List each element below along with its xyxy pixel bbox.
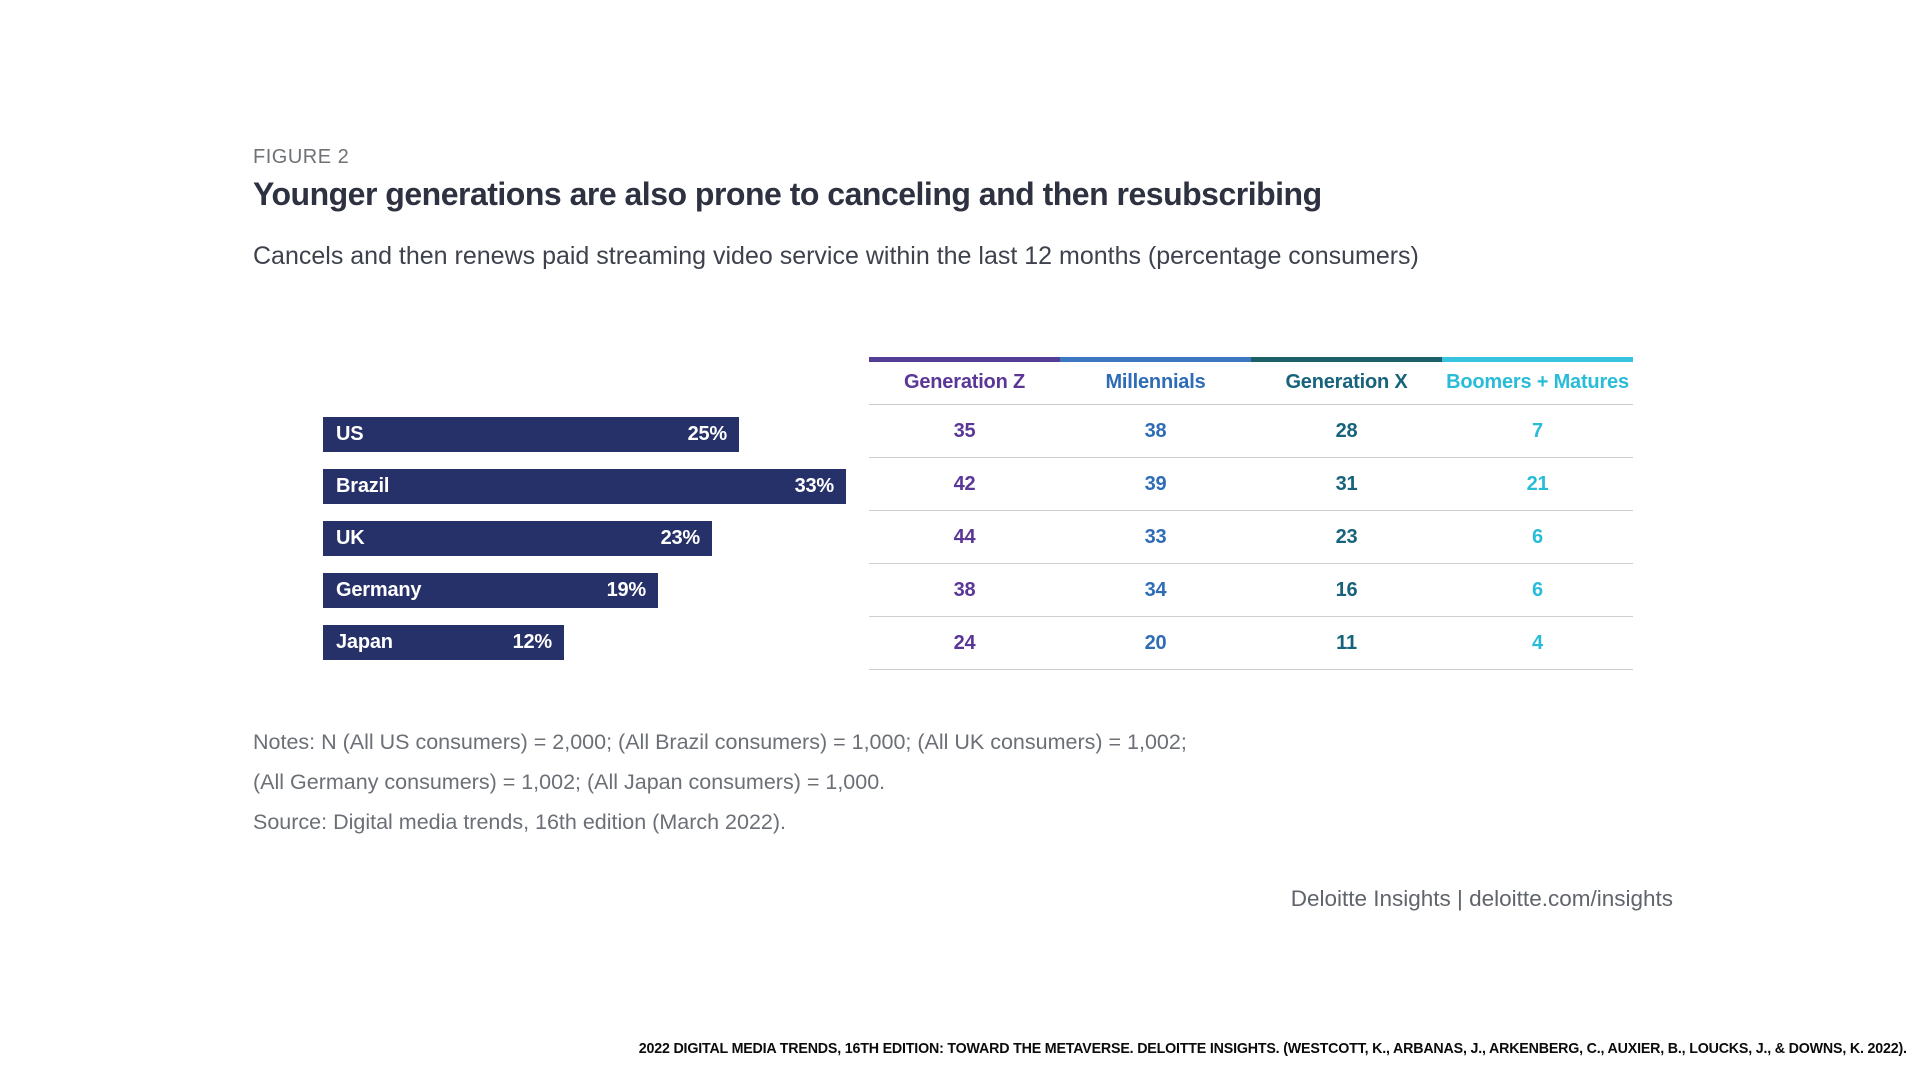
table-row: 44 33 23 6: [869, 511, 1633, 564]
bar-category-label: US: [336, 423, 364, 445]
bar-uk: UK 23%: [323, 521, 712, 556]
table-cell: 44: [953, 525, 976, 548]
figure-label: FIGURE 2: [253, 146, 350, 168]
table-cell: 24: [953, 631, 976, 654]
footer-brand: Deloitte Insights | deloitte.com/insight…: [1290, 886, 1673, 911]
band-segment: [1060, 357, 1251, 362]
table-cell: 23: [1335, 525, 1358, 548]
table-cell: 38: [953, 578, 976, 601]
table-cell: 20: [1144, 631, 1167, 654]
bar-category-label: Brazil: [336, 475, 390, 497]
notes-line: (All Germany consumers) = 1,002; (All Ja…: [253, 770, 886, 794]
table-cell: 34: [1144, 578, 1167, 601]
citation-line: 2022 DIGITAL MEDIA TRENDS, 16TH EDITION:…: [638, 1040, 1907, 1057]
bar-category-label: Japan: [336, 631, 393, 653]
table-cell: 16: [1335, 578, 1358, 601]
table-row: 24 20 11 4: [869, 617, 1633, 670]
notes-line: Notes: N (All US consumers) = 2,000; (Al…: [253, 730, 1187, 754]
bar-value-label: 25%: [687, 423, 728, 445]
table-row: 35 38 28 7: [869, 405, 1633, 458]
bar-chart: US 25% Brazil 33% UK 23% Germany 19% Japan 12%: [323, 417, 846, 677]
bar-value-label: 23%: [660, 527, 701, 549]
bar-row: Japan 12%: [323, 625, 846, 660]
table-cell: 4: [1532, 631, 1543, 654]
table-row: 42 39 31 21: [869, 458, 1633, 511]
column-header: Generation X: [1285, 371, 1408, 393]
chart-title: Younger generations are also prone to ca…: [253, 176, 1322, 212]
table-cell: 11: [1336, 631, 1357, 654]
table-cell: 33: [1144, 525, 1167, 548]
table-cell: 39: [1144, 472, 1167, 495]
band-segment: [869, 357, 1060, 362]
bar-value-label: 19%: [606, 579, 647, 601]
generation-table: Generation Z Millennials Generation X Boome…: [869, 357, 1633, 670]
table-header-row: Generation Z Millennials Generation X Boome…: [869, 362, 1633, 405]
table-color-band: [869, 357, 1633, 362]
table-cell: 31: [1335, 472, 1358, 495]
bar-japan: Japan 12%: [323, 625, 564, 660]
band-segment: [1442, 357, 1633, 362]
chart-subtitle: Cancels and then renews paid streaming v…: [253, 242, 1419, 270]
column-header: Millennials: [1105, 371, 1206, 393]
notes-line: Source: Digital media trends, 16th editi…: [253, 810, 786, 834]
table-cell: 21: [1526, 472, 1549, 495]
bar-row: Brazil 33%: [323, 469, 846, 504]
bar-row: Germany 19%: [323, 573, 846, 608]
bar-category-label: Germany: [336, 579, 422, 601]
bar-germany: Germany 19%: [323, 573, 658, 608]
bar-row: UK 23%: [323, 521, 846, 556]
notes-block: Notes: N (All US consumers) = 2,000; (Al…: [253, 722, 1187, 842]
table-cell: 6: [1532, 578, 1543, 601]
table-cell: 6: [1532, 525, 1543, 548]
column-header: Generation Z: [904, 371, 1025, 393]
table-cell: 35: [953, 419, 976, 442]
table-cell: 38: [1144, 419, 1167, 442]
bar-us: US 25%: [323, 417, 739, 452]
table-row: 38 34 16 6: [869, 564, 1633, 617]
table-cell: 28: [1335, 419, 1358, 442]
band-segment: [1251, 357, 1442, 362]
bar-value-label: 33%: [794, 475, 835, 497]
bar-brazil: Brazil 33%: [323, 469, 846, 504]
table-cell: 7: [1532, 419, 1543, 442]
column-header: Boomers + Matures: [1446, 371, 1629, 393]
bar-value-label: 12%: [512, 631, 553, 653]
table-body: 35 38 28 7 42 39 31 21 44 33 23 6 38 34 16 6 24 20 11 4: [869, 405, 1633, 670]
bar-category-label: UK: [336, 527, 365, 549]
bar-row: US 25%: [323, 417, 846, 452]
table-cell: 42: [953, 472, 976, 495]
